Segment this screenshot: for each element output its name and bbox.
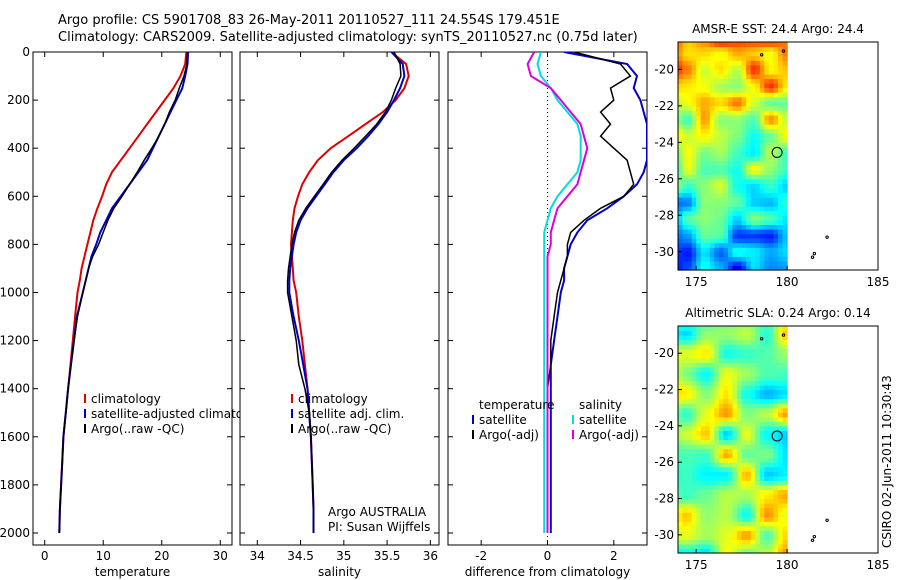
sla-ytick-label: -30 (654, 528, 674, 542)
sla-ytick-label: -20 (654, 346, 674, 360)
temp-xtick-label: 30 (213, 549, 228, 563)
diff-legend-label: satellite (479, 413, 527, 427)
header-line-2: Climatology: CARS2009. Satellite-adjuste… (58, 30, 638, 45)
diff-xlabel: difference from climatology (465, 565, 631, 579)
sal-xtick-label: 35 (336, 549, 351, 563)
sal-legend-label: satellite adj. clim. (298, 407, 404, 421)
sst-ytick-label: -26 (654, 172, 674, 186)
diff-xtick-label: -2 (475, 549, 487, 563)
diff-legend-label: temperature (479, 398, 554, 412)
temp-xtick-label: 10 (96, 549, 111, 563)
diff-panel: -2 0 2 difference from climatology temperatu… (447, 51, 648, 579)
temp-ytick-label: 1800 (0, 478, 30, 492)
sst-title: AMSR-E SST: 24.4 Argo: 24.4 (692, 22, 864, 36)
temp-series-2 (58, 52, 189, 534)
sst-panel: 175 180 185 -20 -22 -24 -26 -28 -30 AMSR-E SST: 2… (654, 22, 889, 289)
temp-ytick-label: 0 (22, 45, 30, 59)
sal-xtick-label: 36 (423, 549, 438, 563)
diff-legend-label: Argo(-adj) (479, 428, 539, 442)
temp-legend-label: climatology (91, 392, 161, 406)
temp-ytick-label: 1400 (0, 382, 30, 396)
sla-profile-marker (771, 430, 783, 442)
sst-xtick-label: 180 (776, 275, 799, 289)
sla-island-outline (825, 518, 829, 523)
sst-ytick-label: -28 (654, 208, 674, 222)
temp-ytick-label: 200 (7, 93, 30, 107)
sst-field (678, 42, 788, 271)
diff-legend-label: salinity (579, 398, 622, 412)
diff-series-3 (526, 52, 589, 533)
sst-island-outline (812, 251, 817, 256)
temp-panel: 0 10 20 30 0 200 400 600 800 1000 1200 1400 1600 1800… (0, 45, 269, 579)
sal-series-2 (286, 52, 402, 533)
sla-island-outline (781, 333, 786, 337)
sst-xtick-label: 185 (867, 275, 890, 289)
temp-ytick-label: 2000 (0, 526, 30, 540)
sal-legend-label: climatology (298, 392, 368, 406)
sst-ytick-label: -24 (654, 135, 674, 149)
temp-ytick-label: 800 (7, 237, 30, 251)
diff-xtick-label: 2 (610, 549, 618, 563)
sst-xtick-label: 175 (685, 275, 708, 289)
sst-island-outline (759, 53, 764, 57)
sal-xtick-label: 34 (250, 549, 265, 563)
temp-ytick-label: 1600 (0, 430, 30, 444)
diff-series-0 (549, 52, 647, 533)
sla-island-outline (812, 534, 817, 539)
sst-island-outline (810, 255, 815, 259)
sla-field (678, 326, 788, 554)
sal-annotation: PI: Susan Wijffels (328, 520, 430, 534)
sla-ytick-label: -24 (654, 419, 674, 433)
temp-xlabel: temperature (95, 565, 170, 579)
sla-xtick-label: 185 (867, 558, 890, 572)
sla-ytick-label: -28 (654, 492, 674, 506)
temp-xtick-label: 0 (41, 549, 49, 563)
temp-legend-label: Argo(..raw -QC) (91, 422, 184, 436)
sal-legend-label: Argo(..raw -QC) (298, 422, 391, 436)
temp-axes-frame (32, 51, 233, 546)
header-line-1: Argo profile: CS 5901708_83 26-May-2011 … (58, 13, 560, 28)
diff-legend-label: Argo(-adj) (579, 428, 639, 442)
sst-profile-marker (771, 146, 783, 158)
sla-ytick-label: -22 (654, 383, 674, 397)
sst-axes-frame (677, 41, 879, 271)
temp-ytick-label: 1000 (0, 285, 30, 299)
diff-series-2 (536, 52, 582, 533)
sal-xlabel: salinity (318, 565, 361, 579)
sla-island-outline (759, 337, 764, 341)
sal-xtick-label: 34.5 (287, 549, 314, 563)
temp-ytick-label: 600 (7, 189, 30, 203)
sst-ytick-label: -30 (654, 245, 674, 259)
sla-axes-frame (677, 325, 879, 554)
sla-xtick-label: 175 (685, 558, 708, 572)
sal-axes-frame (239, 51, 440, 546)
diff-xtick-label: 0 (544, 549, 552, 563)
sla-title: Altimetric SLA: 0.24 Argo: 0.14 (685, 306, 870, 320)
temp-xtick-label: 20 (154, 549, 169, 563)
sst-island-outline (825, 235, 829, 239)
sla-ytick-label: -26 (654, 455, 674, 469)
temp-legend-label: satellite-adjusted climatology (91, 407, 269, 421)
temp-ytick-label: 1200 (0, 334, 30, 348)
sla-xtick-label: 180 (776, 558, 799, 572)
temp-ytick-label: 400 (7, 141, 30, 155)
sst-ytick-label: -22 (654, 99, 674, 113)
sal-xtick-label: 35.5 (374, 549, 401, 563)
diff-legend-label: satellite (579, 413, 627, 427)
sla-island-outline (810, 538, 815, 542)
sla-panel: 175 180 185 -20 -22 -24 -26 -28 -30 Altimetric SL… (654, 306, 889, 572)
sal-annotation: Argo AUSTRALIA (328, 505, 427, 519)
sst-island-outline (781, 49, 786, 53)
sst-ytick-label: -20 (654, 62, 674, 76)
sal-panel: 34 34.5 35 35.5 36 salinity climatologysatelli… (239, 51, 440, 579)
